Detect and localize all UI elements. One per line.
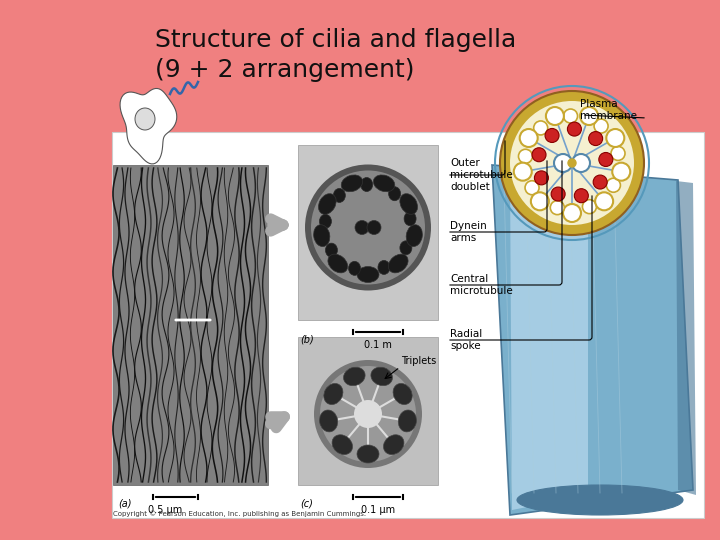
Circle shape [311, 171, 425, 285]
Ellipse shape [320, 214, 331, 228]
Text: (9 + 2 arrangement): (9 + 2 arrangement) [155, 58, 415, 82]
Circle shape [611, 146, 625, 160]
Ellipse shape [389, 187, 400, 201]
Ellipse shape [325, 243, 338, 257]
Circle shape [572, 154, 590, 172]
Circle shape [305, 165, 431, 291]
Circle shape [550, 201, 564, 214]
Ellipse shape [324, 383, 343, 404]
Ellipse shape [398, 410, 416, 432]
Ellipse shape [328, 254, 348, 273]
Ellipse shape [378, 260, 390, 274]
Text: Radial
spoke: Radial spoke [450, 329, 482, 351]
Circle shape [564, 109, 577, 123]
Circle shape [593, 175, 607, 189]
Circle shape [320, 366, 416, 462]
Circle shape [534, 121, 548, 135]
Ellipse shape [341, 175, 363, 192]
Circle shape [589, 132, 603, 146]
Text: 0.1 m: 0.1 m [364, 340, 392, 350]
Ellipse shape [406, 225, 423, 247]
Circle shape [568, 159, 576, 167]
Bar [298, 145, 438, 320]
Circle shape [594, 119, 608, 133]
Ellipse shape [333, 188, 346, 202]
Text: Triplets: Triplets [401, 356, 436, 366]
Circle shape [612, 163, 630, 181]
Circle shape [510, 101, 634, 225]
Circle shape [531, 192, 549, 210]
Circle shape [567, 122, 582, 136]
Circle shape [599, 152, 613, 166]
Ellipse shape [348, 261, 361, 275]
Circle shape [554, 154, 572, 172]
Ellipse shape [384, 435, 404, 455]
Ellipse shape [357, 267, 379, 282]
Ellipse shape [400, 194, 418, 214]
Circle shape [606, 178, 621, 192]
Circle shape [314, 360, 422, 468]
Ellipse shape [318, 194, 336, 214]
Polygon shape [120, 89, 177, 164]
Ellipse shape [135, 108, 155, 130]
Ellipse shape [361, 178, 373, 192]
Ellipse shape [343, 367, 365, 386]
Circle shape [606, 129, 624, 147]
Ellipse shape [517, 485, 683, 515]
Circle shape [367, 220, 381, 234]
Ellipse shape [374, 175, 395, 192]
Ellipse shape [320, 410, 338, 432]
Circle shape [354, 400, 382, 428]
Text: Copyright © Pearson Education, Inc. publishing as Benjamin Cummings.: Copyright © Pearson Education, Inc. publ… [113, 511, 366, 517]
Circle shape [582, 200, 596, 214]
Ellipse shape [357, 445, 379, 463]
Ellipse shape [393, 383, 412, 404]
Text: (c): (c) [300, 499, 313, 509]
Ellipse shape [388, 254, 408, 273]
Circle shape [532, 148, 546, 162]
Circle shape [525, 181, 539, 195]
Circle shape [580, 107, 598, 125]
Ellipse shape [332, 435, 353, 455]
Text: Plasma
membrane: Plasma membrane [580, 99, 637, 121]
Ellipse shape [404, 212, 416, 226]
Polygon shape [510, 170, 588, 510]
Circle shape [546, 107, 564, 125]
Ellipse shape [371, 367, 392, 386]
Bar [113, 165, 268, 485]
Text: (a): (a) [118, 499, 132, 509]
Circle shape [520, 129, 538, 147]
Text: Dynein
arms: Dynein arms [450, 221, 487, 243]
Circle shape [551, 187, 565, 201]
Circle shape [534, 171, 549, 185]
Circle shape [514, 163, 532, 181]
Circle shape [500, 91, 644, 235]
Circle shape [545, 129, 559, 143]
Text: 0.1 μm: 0.1 μm [361, 505, 395, 515]
Bar [298, 337, 438, 485]
Polygon shape [676, 181, 696, 495]
Text: 0.5 μm: 0.5 μm [148, 505, 182, 515]
Text: Structure of cilia and flagella: Structure of cilia and flagella [155, 28, 516, 52]
Bar [112, 132, 704, 518]
Ellipse shape [314, 225, 330, 247]
Circle shape [518, 149, 533, 163]
Circle shape [595, 192, 613, 210]
Text: (b): (b) [300, 334, 314, 344]
Circle shape [575, 188, 588, 202]
Text: Central
microtubule: Central microtubule [450, 274, 513, 296]
Ellipse shape [400, 241, 412, 255]
Polygon shape [492, 165, 693, 515]
Circle shape [355, 220, 369, 234]
Circle shape [563, 204, 581, 222]
Text: Outer
microtubule
doublet: Outer microtubule doublet [450, 158, 513, 192]
